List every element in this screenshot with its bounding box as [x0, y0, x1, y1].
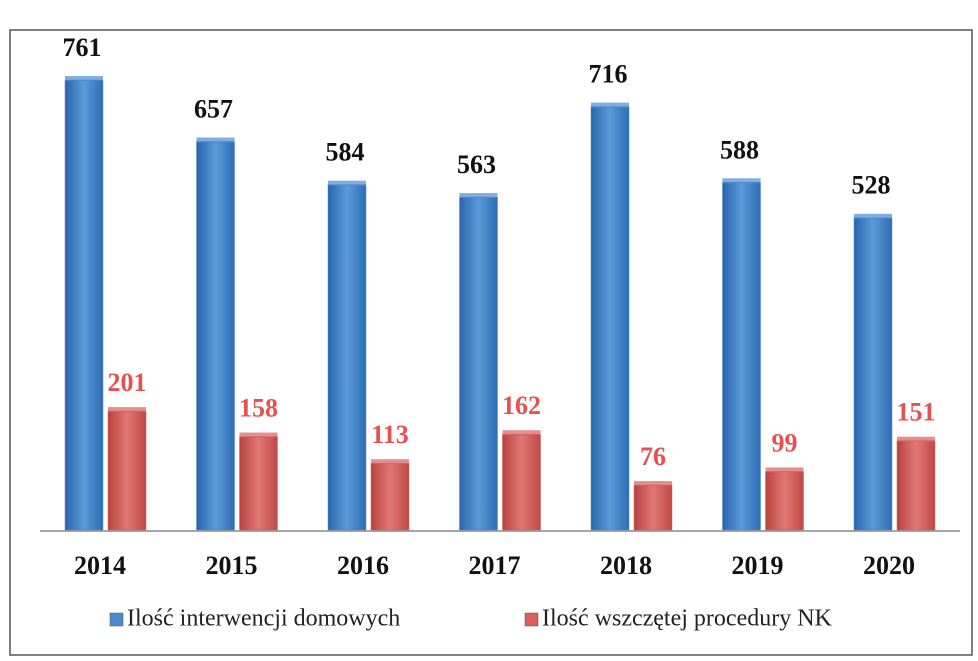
x-tick-label: 2015 — [206, 551, 258, 580]
value-label: 76 — [640, 442, 666, 471]
bar-top — [591, 102, 629, 108]
bar — [722, 182, 761, 531]
value-label: 657 — [194, 94, 233, 123]
bar-top — [108, 407, 146, 413]
bar-top — [65, 76, 103, 81]
bar-top — [239, 432, 278, 438]
bar — [765, 471, 804, 531]
bar-top — [897, 436, 935, 442]
bar-top — [371, 459, 409, 465]
legend-label: Ilość wszczętej procedury NK — [542, 606, 833, 632]
bar — [64, 79, 104, 531]
bar — [633, 484, 673, 531]
bar-top — [722, 178, 761, 184]
value-label: 716 — [589, 60, 628, 89]
legend-swatch — [109, 612, 124, 627]
x-tick-label: 2019 — [732, 551, 784, 580]
bar-top — [459, 193, 498, 199]
bar-top — [328, 180, 366, 186]
bar — [502, 433, 541, 531]
value-label: 563 — [457, 150, 496, 179]
value-label: 162 — [502, 391, 541, 420]
bar — [896, 440, 936, 531]
value-label: 201 — [108, 368, 147, 397]
bar-top — [634, 481, 672, 487]
value-label: 113 — [371, 420, 409, 449]
bar — [459, 196, 498, 531]
bar — [370, 462, 410, 531]
bar — [196, 141, 235, 531]
value-label: 151 — [897, 398, 936, 427]
bar-top — [502, 430, 541, 436]
value-label: 761 — [63, 33, 102, 62]
value-label: 588 — [720, 135, 759, 164]
bar — [327, 184, 367, 531]
frame — [9, 29, 973, 656]
bar — [853, 217, 893, 531]
legend-swatch — [524, 612, 539, 627]
x-tick-label: 2020 — [863, 551, 915, 580]
value-label: 584 — [326, 138, 365, 167]
value-label: 99 — [772, 428, 798, 457]
x-tick-label: 2016 — [337, 551, 389, 580]
value-label: 528 — [852, 171, 891, 200]
value-label: 158 — [239, 394, 278, 423]
bar-top — [196, 137, 235, 143]
x-tick-label: 2018 — [600, 551, 652, 580]
bar — [590, 106, 630, 531]
x-tick-label: 2017 — [469, 551, 521, 580]
x-tick-label: 2014 — [74, 551, 126, 580]
bar-top — [854, 213, 892, 219]
bar — [107, 410, 147, 531]
bar — [239, 436, 278, 531]
legend-label: Ilość interwencji domowych — [127, 606, 400, 632]
bar-top — [765, 467, 804, 473]
